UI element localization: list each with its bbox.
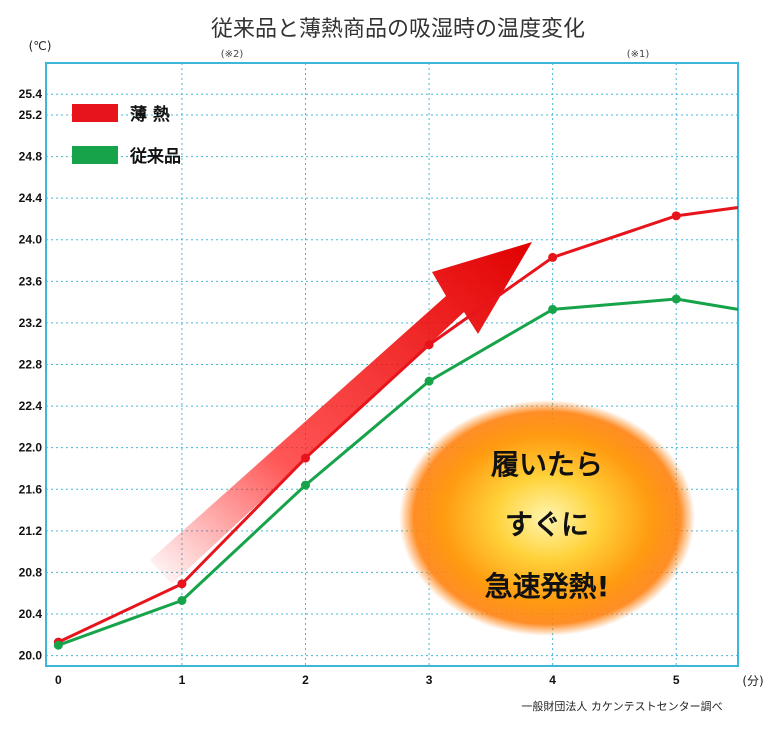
data-point-1 <box>53 640 63 650</box>
x-axis-unit: (分) <box>742 674 763 688</box>
chart-title: 従来品と薄熱商品の吸湿時の温度変化 <box>211 17 585 42</box>
data-point-1 <box>177 596 187 606</box>
y-tick-label: 22.0 <box>19 441 43 455</box>
x-tick-label: 2 <box>302 673 309 687</box>
callout-line-2: すぐに <box>505 508 589 541</box>
data-point-1 <box>548 304 558 314</box>
y-tick-label: 20.4 <box>19 607 43 621</box>
y-tick-label: 22.8 <box>19 358 43 372</box>
x-tick-label: 0 <box>55 673 62 687</box>
callout-line-3: 急速発熱! <box>485 570 610 603</box>
callout-burst: 履いたら すぐに 急速発熱! <box>399 400 695 636</box>
legend-swatch-usunetsu <box>72 104 118 122</box>
legend-label-juraihin: 従来品 <box>129 146 181 167</box>
note-x5: (※1) <box>627 49 650 60</box>
data-point-1 <box>301 480 310 490</box>
y-tick-label: 23.6 <box>19 274 43 288</box>
y-axis-unit: (℃) <box>29 39 52 53</box>
data-point-1 <box>671 294 681 304</box>
y-tick-label: 24.8 <box>19 150 43 164</box>
x-tick-label: 3 <box>426 673 433 687</box>
y-tick-label: 25.2 <box>19 108 43 122</box>
y-tick-label: 24.4 <box>19 191 43 205</box>
y-tick-label: 25.4 <box>19 87 43 101</box>
callout-line-1: 履いたら <box>491 448 603 481</box>
x-tick-label: 5 <box>673 673 680 687</box>
legend-label-usunetsu: 薄 熱 <box>130 104 170 125</box>
y-tick-label: 21.6 <box>19 482 43 496</box>
legend-swatch-juraihin <box>72 146 118 164</box>
data-point-0 <box>301 453 310 463</box>
source-credit: 一般財団法人 カケンテストセンター調べ <box>521 699 722 713</box>
y-tick-label: 20.8 <box>19 565 43 579</box>
x-tick-label: 1 <box>179 673 186 687</box>
rising-arrow <box>150 242 532 584</box>
callout-burst-shape <box>399 400 695 636</box>
data-point-0 <box>424 340 434 350</box>
y-tick-label: 20.0 <box>19 649 43 663</box>
rising-arrow-shape <box>150 242 532 584</box>
legend: 薄 熱 従来品 <box>72 104 181 167</box>
y-tick-label: 21.2 <box>19 524 43 538</box>
data-point-1 <box>424 376 434 386</box>
x-tick-label: 4 <box>549 673 556 687</box>
y-tick-label: 24.0 <box>19 233 43 247</box>
y-tick-label: 22.4 <box>19 399 43 413</box>
series-layer <box>53 206 739 650</box>
x-axis: 0 1 2 3 4 5 <box>55 673 680 687</box>
note-x1: (※2) <box>221 49 244 60</box>
data-point-0 <box>671 211 681 221</box>
y-axis: 20.0 20.4 20.8 21.2 21.6 22.0 22.4 22.8 23.2 23.6… <box>19 87 43 662</box>
y-tick-label: 23.2 <box>19 316 43 330</box>
data-point-0 <box>177 579 187 589</box>
data-point-0 <box>548 252 558 262</box>
